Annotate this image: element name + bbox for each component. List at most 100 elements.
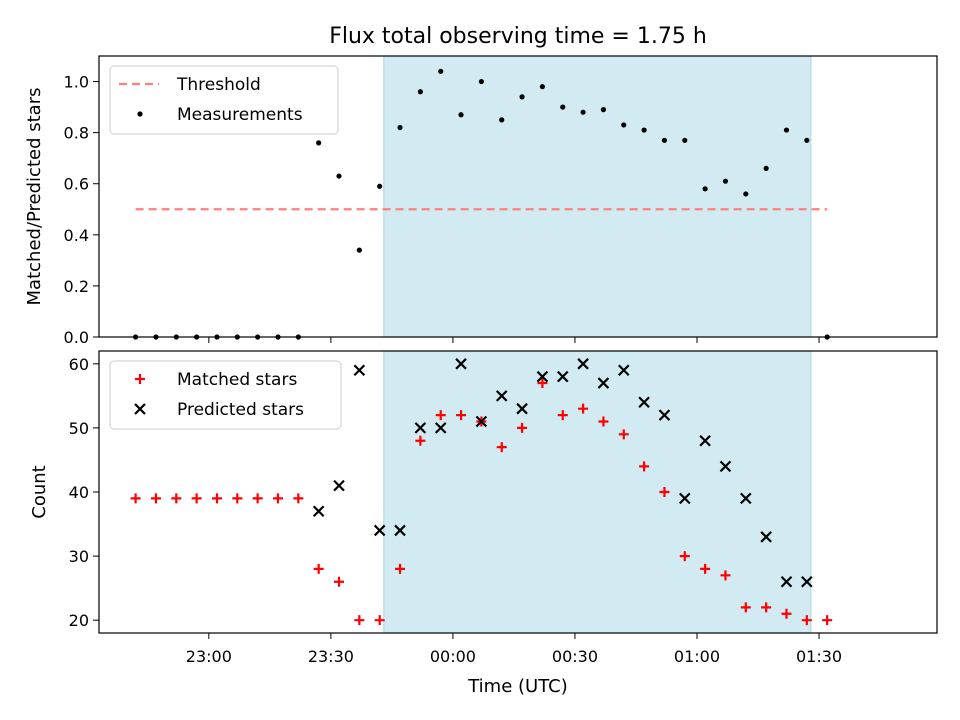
predicted-star-point (495, 390, 508, 402)
ratio-panel: 0.0 0.2 0.4 0.6 0.8 1.0 Matched/Predicted star… (24, 55, 938, 347)
predicted-star-point (373, 524, 386, 537)
observing-window-band (383, 56, 811, 337)
plot-frame (98, 350, 938, 634)
matched-star-point (171, 493, 182, 504)
measurement-point (336, 173, 342, 179)
matched-star-point (598, 416, 609, 427)
matched-star-point (537, 378, 548, 389)
chart-title: Flux total observing time = 1.75 h (329, 24, 707, 49)
matched-star-point (395, 563, 406, 574)
count-panel: 20 30 40 50 60 23:00 23:30 00:00 00:30 01:00 01:30… (29, 350, 938, 666)
measurement-point (580, 109, 586, 115)
measurement-point (661, 137, 668, 143)
measurement-point (499, 117, 505, 123)
y-axis-label: Count (29, 465, 50, 518)
matched-star-point (781, 608, 792, 619)
x-tick-label: 00:30 (552, 647, 598, 666)
measurement-point (377, 183, 383, 189)
predicted-star-point (312, 505, 325, 518)
matched-star-point (293, 493, 304, 504)
matched-star-point (211, 493, 222, 504)
measurement-point (804, 137, 810, 143)
matched-star-point (334, 576, 345, 587)
matched-star-point (639, 461, 650, 472)
predicted-star-point (719, 460, 732, 473)
legend: Matched stars Predicted stars (109, 360, 342, 430)
measurement-point (763, 165, 769, 171)
y-tick-label: 0.0 (64, 328, 89, 347)
matched-star-point (415, 435, 426, 446)
predicted-star-point (638, 396, 650, 409)
y-tick-label: 0.4 (64, 226, 89, 245)
matched-star-point (456, 410, 467, 421)
matched-star-point (232, 493, 243, 504)
measurement-point (458, 112, 464, 118)
measurement-point (702, 186, 708, 192)
y-tick-label: 0.6 (64, 175, 89, 194)
y-axis-label: Matched/Predicted stars (24, 88, 45, 306)
y-tick-label: 1.0 (64, 73, 89, 92)
predicted-star-point (434, 422, 447, 434)
matched-star-point (740, 602, 751, 613)
x-tick-label: 01:00 (674, 647, 720, 666)
matched-star-point (130, 493, 141, 504)
y-tick-label: 50 (69, 419, 89, 438)
y-tick-label: 60 (69, 355, 89, 374)
predicted-star-point (658, 409, 671, 421)
matched-star-point (150, 493, 161, 504)
matched-star-point (679, 551, 690, 562)
measurement-point (438, 68, 444, 74)
measurement-point (478, 78, 484, 85)
y-tick-label: 30 (69, 547, 89, 566)
legend-label: Predicted stars (177, 400, 304, 420)
matched-star-point (700, 563, 711, 574)
x-tick-label: 01:30 (796, 647, 842, 666)
predicted-star-point (475, 415, 488, 428)
legend-label: Threshold (176, 75, 261, 95)
predicted-star-point (455, 358, 467, 370)
predicted-star-point (740, 492, 752, 505)
predicted-star-point (516, 402, 528, 415)
x-tick-label: 00:00 (430, 647, 476, 666)
matched-star-point (517, 422, 528, 433)
legend-measurements-swatch (137, 111, 143, 117)
legend-label: Measurements (177, 105, 303, 125)
measurement-point (560, 104, 566, 110)
measurement-point (783, 127, 790, 133)
predicted-star-point (556, 370, 569, 383)
measurement-point (397, 124, 403, 131)
measurement-point (519, 94, 525, 100)
predicted-star-point (617, 364, 630, 377)
observing-window-band (383, 351, 811, 633)
measurement-point (641, 127, 647, 133)
legend-box (109, 65, 339, 135)
y-tick-label: 0.2 (64, 277, 89, 296)
matched-star-point (252, 493, 263, 504)
predicted-star-point (577, 358, 589, 370)
predicted-star-point (780, 575, 793, 588)
measurement-point (417, 89, 423, 95)
legend-predicted-swatch (134, 403, 146, 415)
measurement-point (722, 178, 729, 184)
predicted-star-point (699, 434, 711, 447)
predicted-star-point (536, 370, 549, 383)
legend-matched-swatch (135, 374, 145, 384)
matched-star-point (578, 403, 589, 414)
matched-star-point (313, 563, 324, 574)
measurement-point (356, 247, 362, 253)
predicted-star-point (394, 524, 406, 537)
predicted-star-point (801, 575, 813, 588)
measurement-point (539, 84, 546, 90)
x-axis-label: Time (UTC) (467, 676, 568, 697)
predicted-star-point (597, 377, 610, 389)
predicted-star-point (679, 492, 691, 505)
predicted-star-point (760, 531, 772, 543)
matched-star-point (720, 570, 731, 581)
matched-star-point (374, 615, 385, 626)
x-tick-label: 23:30 (308, 647, 354, 666)
measurement-point (316, 140, 322, 146)
measurement-point (600, 107, 607, 113)
legend-box (109, 360, 342, 430)
measurement-point (621, 122, 627, 128)
predicted-star-point (353, 364, 366, 377)
